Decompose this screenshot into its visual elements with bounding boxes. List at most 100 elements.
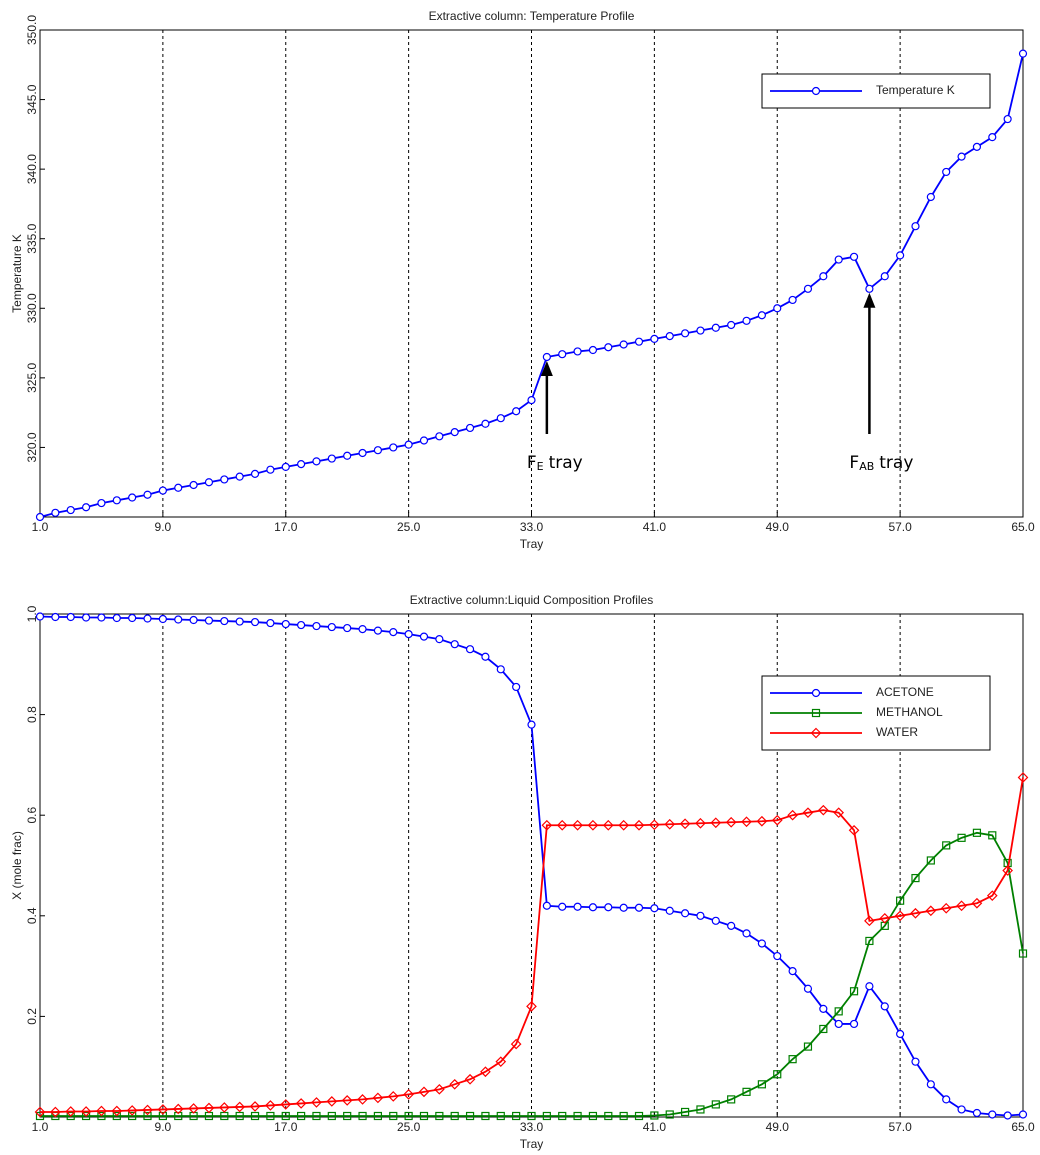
marker (679, 818, 691, 830)
marker (541, 819, 553, 831)
marker (172, 1103, 184, 1115)
marker (66, 505, 75, 515)
marker (112, 496, 121, 505)
marker (174, 483, 183, 492)
marker (650, 904, 659, 913)
annotation: FE tray (527, 453, 583, 473)
marker (819, 272, 828, 281)
marker (373, 626, 383, 635)
legend-label: WATER (876, 725, 918, 739)
marker (495, 1056, 507, 1068)
marker (558, 902, 567, 911)
x-tick-label: 57.0 (888, 1120, 912, 1134)
marker (142, 1104, 153, 1116)
marker (204, 478, 214, 487)
marker (604, 1111, 613, 1121)
x-tick-label: 57.0 (888, 520, 912, 534)
marker (756, 815, 768, 827)
marker (465, 645, 475, 654)
marker (343, 451, 352, 460)
x-tick-label: 41.0 (643, 1120, 667, 1134)
marker (297, 460, 306, 469)
marker (925, 905, 937, 917)
y-tick-label: 325.0 (25, 363, 39, 393)
legend-label: Temperature K (876, 83, 955, 97)
marker (281, 1111, 290, 1121)
marker (896, 896, 905, 905)
marker (189, 615, 198, 625)
marker (327, 1111, 336, 1121)
marker (450, 1111, 459, 1121)
marker (435, 432, 444, 441)
marker (896, 251, 905, 260)
marker (297, 1111, 306, 1121)
marker (604, 903, 613, 912)
marker (327, 454, 336, 463)
marker (128, 1111, 137, 1121)
marker (1002, 865, 1013, 876)
marker (358, 448, 367, 458)
marker (157, 1104, 169, 1115)
marker (588, 345, 598, 355)
marker (158, 614, 167, 624)
marker (433, 1083, 445, 1095)
plot-area (39, 29, 1024, 518)
annotation-suffix: tray (549, 453, 583, 473)
marker (81, 613, 91, 622)
marker (174, 615, 183, 624)
marker (696, 326, 705, 335)
marker (602, 819, 614, 831)
marker (650, 1111, 659, 1120)
marker (727, 320, 736, 330)
marker (894, 910, 906, 922)
marker (297, 620, 306, 630)
marker (680, 1107, 690, 1117)
marker (249, 1101, 261, 1112)
marker (526, 1000, 537, 1012)
marker (788, 1055, 797, 1064)
marker (512, 682, 521, 692)
marker (573, 1111, 582, 1121)
x-tick-label: 1.0 (32, 1120, 49, 1134)
marker (879, 912, 891, 924)
marker (696, 911, 705, 920)
x-axis-label: Tray (520, 1137, 544, 1151)
marker (849, 1019, 859, 1029)
marker (788, 967, 797, 976)
marker (373, 446, 383, 455)
marker (788, 295, 797, 305)
marker (235, 617, 244, 626)
marker (695, 817, 706, 829)
marker (266, 618, 275, 628)
y-tick-label: 0.8 (25, 706, 39, 723)
legend-label: METHANOL (876, 705, 943, 719)
arrow-head (540, 360, 553, 376)
marker (295, 1098, 307, 1109)
marker (664, 818, 676, 830)
marker (1003, 114, 1012, 124)
marker (1003, 1111, 1012, 1120)
marker (665, 1110, 674, 1119)
marker (35, 612, 45, 621)
x-tick-label: 49.0 (766, 520, 790, 534)
marker (957, 152, 966, 161)
marker (942, 841, 951, 850)
marker (680, 909, 690, 918)
marker (419, 1111, 429, 1121)
y-tick-label: 0.6 (25, 807, 39, 824)
x-tick-label: 33.0 (520, 520, 544, 534)
marker (1017, 772, 1029, 783)
marker (358, 624, 367, 634)
x-tick-label: 25.0 (397, 1120, 421, 1134)
marker (573, 347, 582, 356)
marker (512, 407, 521, 416)
marker (312, 457, 321, 466)
marker (558, 1111, 567, 1121)
y-tick-label: 350.0 (25, 15, 39, 45)
marker (911, 222, 920, 231)
y-axis-label: Temperature K (10, 234, 24, 313)
marker (650, 334, 659, 343)
marker (1018, 49, 1028, 58)
marker (957, 1105, 966, 1114)
marker (203, 1102, 215, 1114)
